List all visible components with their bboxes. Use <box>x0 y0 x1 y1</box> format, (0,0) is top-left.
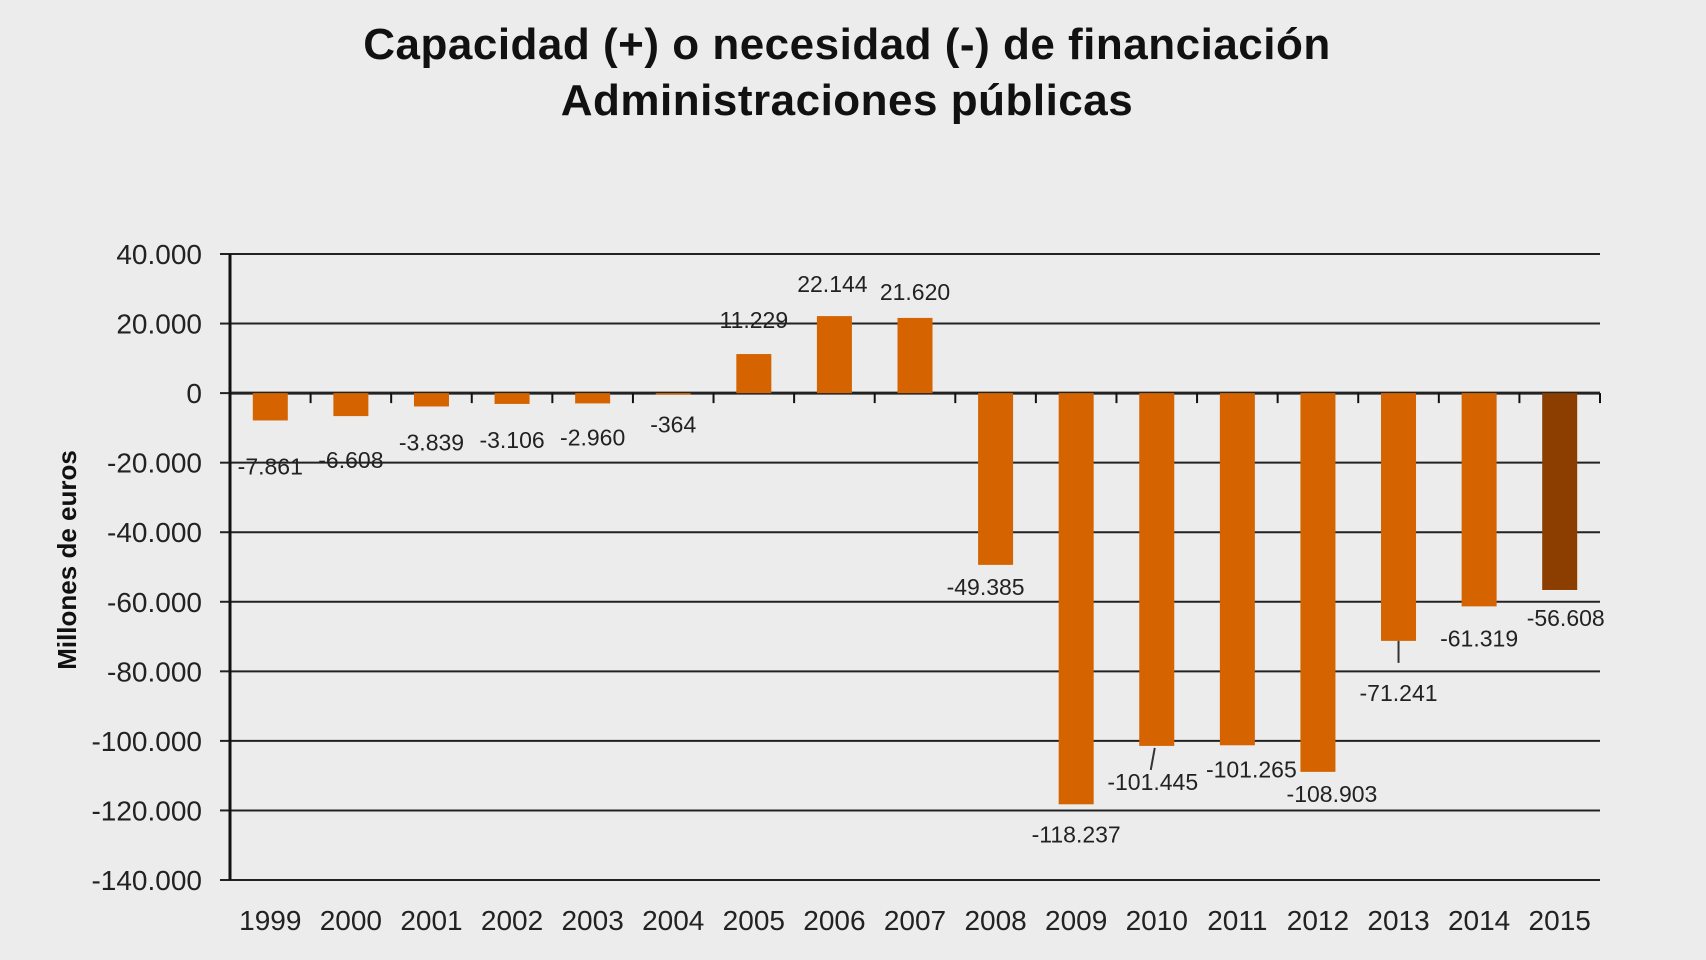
y-axis-label: Millones de euros <box>52 450 82 670</box>
x-tick-label-2015: 2015 <box>1529 905 1591 936</box>
y-tick-label: -60.000 <box>107 587 202 618</box>
y-tick-label: -140.000 <box>91 865 202 896</box>
data-label-2003: -2.960 <box>560 424 625 450</box>
bar-2014 <box>1461 393 1497 607</box>
y-tick-label: 20.000 <box>116 309 202 340</box>
data-label-1999: -7.861 <box>238 453 303 479</box>
x-tick-label-1999: 1999 <box>239 905 301 936</box>
y-tick-label: -120.000 <box>91 795 202 826</box>
data-label-2012: -108.903 <box>1287 781 1378 807</box>
y-tick-label: 40.000 <box>116 239 202 270</box>
data-label-2015: -56.608 <box>1527 605 1605 631</box>
x-tick-label-2012: 2012 <box>1287 905 1349 936</box>
data-label-2011: -101.265 <box>1206 756 1297 782</box>
x-tick-label-2002: 2002 <box>481 905 543 936</box>
bar-2006 <box>816 316 852 394</box>
x-tick-label-2004: 2004 <box>642 905 704 936</box>
data-label-2005: 11.229 <box>720 307 789 333</box>
bar-2000 <box>333 393 369 417</box>
y-tick-label: -100.000 <box>91 726 202 757</box>
bar-1999 <box>252 393 288 421</box>
data-label-2009: -118.237 <box>1032 821 1121 847</box>
data-label-2000: -6.608 <box>318 447 383 473</box>
leader-line-2010 <box>1149 747 1156 771</box>
data-label-2010: -101.445 <box>1107 769 1198 795</box>
x-tick-label-2013: 2013 <box>1367 905 1429 936</box>
bar-2012 <box>1300 393 1336 772</box>
x-tick-label-2005: 2005 <box>723 905 785 936</box>
data-label-2001: -3.839 <box>399 429 464 455</box>
data-label-2014: -61.319 <box>1440 625 1518 651</box>
bar-2013 <box>1381 393 1417 641</box>
bar-2008 <box>978 393 1014 565</box>
x-tick-label-2006: 2006 <box>803 905 865 936</box>
bar-2007 <box>897 317 933 394</box>
y-tick-label: -80.000 <box>107 656 202 687</box>
bar-2010 <box>1139 393 1175 746</box>
data-label-2013: -71.241 <box>1360 680 1438 706</box>
bar-2004 <box>655 393 691 395</box>
bar-2011 <box>1219 393 1255 746</box>
bar-2005 <box>736 354 772 394</box>
chart-title: Capacidad (+) o necesidad (-) de financi… <box>363 20 1331 69</box>
x-tick-label-2011: 2011 <box>1207 905 1267 936</box>
bar-2003 <box>575 393 611 404</box>
data-label-2008: -49.385 <box>947 574 1025 600</box>
bar-2009 <box>1058 393 1094 805</box>
x-tick-label-2007: 2007 <box>884 905 946 936</box>
data-label-2007: 21.620 <box>880 279 950 305</box>
data-label-2002: -3.106 <box>479 427 544 453</box>
y-tick-label: -20.000 <box>107 448 202 479</box>
chart-subtitle: Administraciones públicas <box>560 76 1134 125</box>
bar-2002 <box>494 393 530 404</box>
data-label-2006: 22.144 <box>797 271 868 297</box>
x-tick-label-2001: 2001 <box>400 905 462 936</box>
y-tick-label: 0 <box>186 378 202 409</box>
x-tick-label-2003: 2003 <box>561 905 623 936</box>
x-tick-label-2009: 2009 <box>1045 905 1107 936</box>
bar-2001 <box>413 393 449 407</box>
bar-2015 <box>1542 393 1578 590</box>
x-tick-label-2008: 2008 <box>964 905 1026 936</box>
x-tick-label-2014: 2014 <box>1448 905 1510 936</box>
data-label-2004: -364 <box>650 411 696 437</box>
y-tick-label: -40.000 <box>107 517 202 548</box>
x-tick-label-2000: 2000 <box>320 905 382 936</box>
x-tick-label-2010: 2010 <box>1126 905 1188 936</box>
